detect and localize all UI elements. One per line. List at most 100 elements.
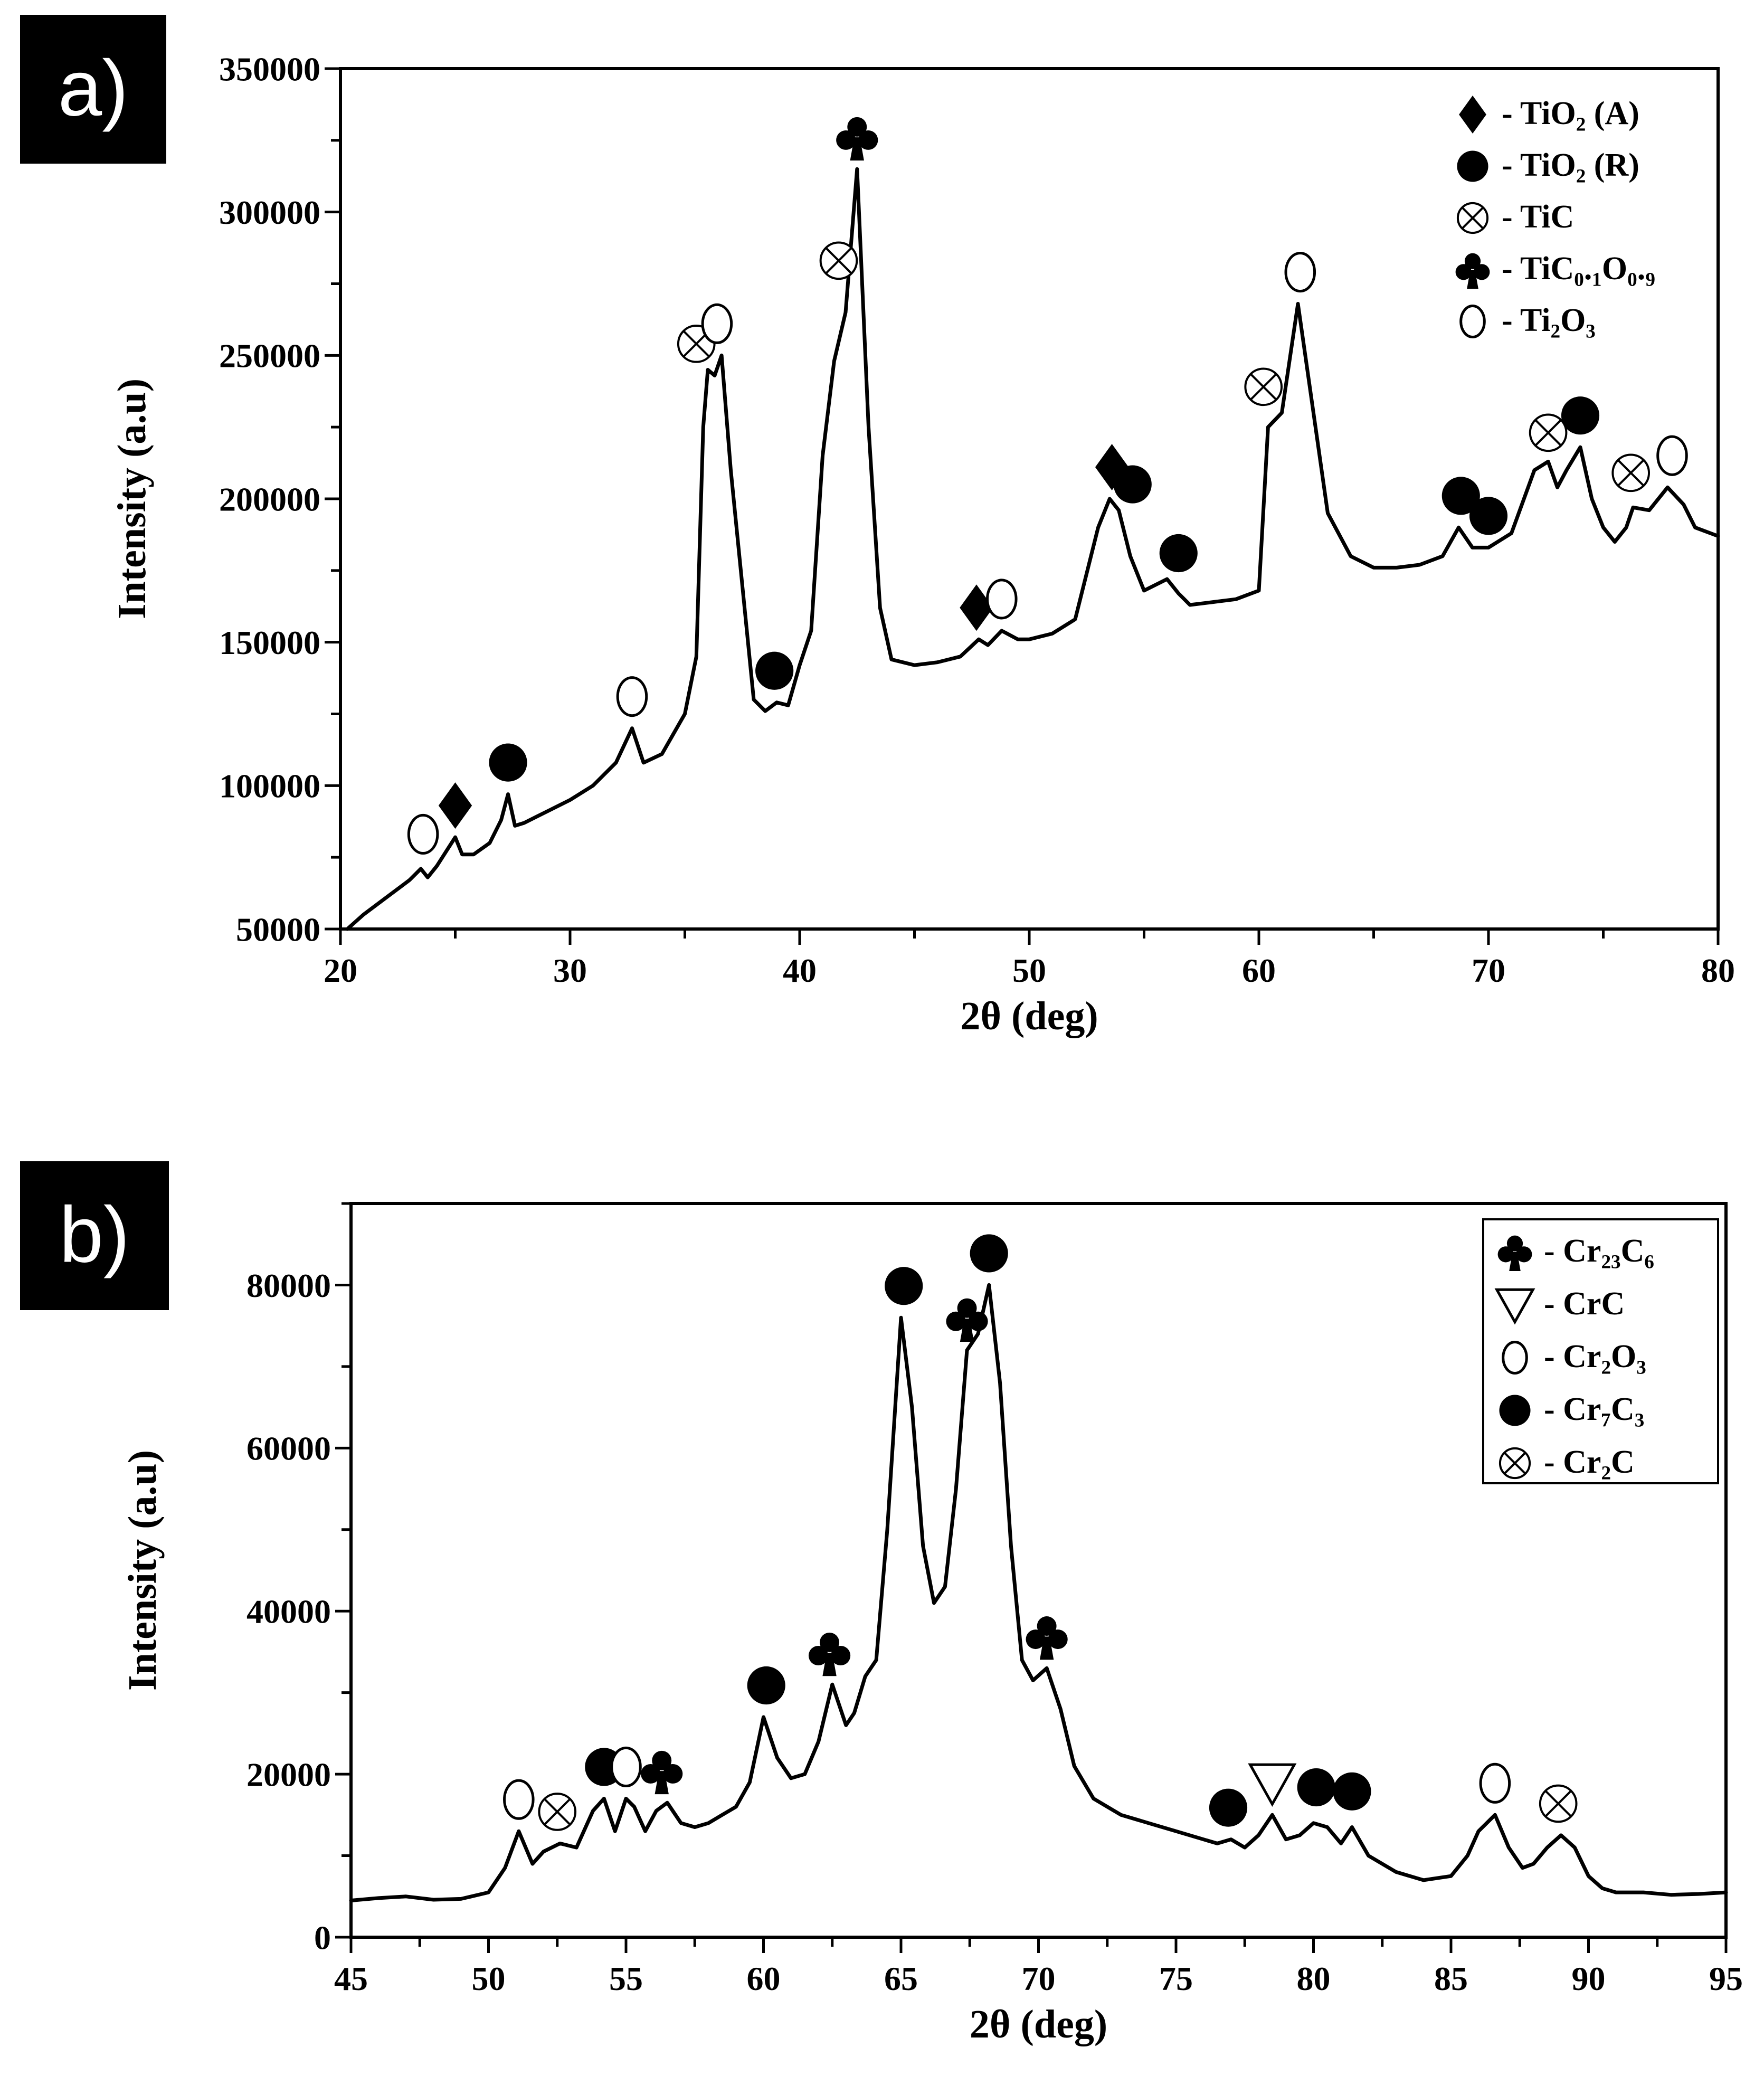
legend-label: - TiC <box>1502 199 1574 235</box>
open-o-marker <box>610 1746 642 1788</box>
x-tick-label: 60 <box>747 1960 781 1997</box>
legend-marker-otimes <box>1499 1447 1531 1480</box>
legend: - TiO₂ (A) - TiO₂ (R) - TiC - TiC₀.₁O₀.₉ - T… <box>1455 96 1655 339</box>
panel-a: 20 30 40 50 60 70 80 50000 100000 150000 200000 250… <box>20 15 1735 1038</box>
panel-label: b) <box>59 1190 129 1279</box>
x-tick-label: 50 <box>1012 952 1046 989</box>
filled-circle-marker <box>1113 465 1152 504</box>
plot-frame <box>339 67 1720 931</box>
peak-marker-otimes <box>1529 413 1568 452</box>
y-tick-label: 100000 <box>219 767 320 805</box>
filled-circle-marker <box>747 1666 785 1705</box>
open-o-marker <box>503 1779 535 1820</box>
legend-label: - Ti₂O₃ <box>1502 302 1596 338</box>
triangle-down-marker <box>1494 1288 1535 1325</box>
open-o-marker <box>1479 1762 1511 1804</box>
club-leaf <box>946 1311 966 1331</box>
club-leaf <box>831 1646 851 1665</box>
peak-marker-otimes <box>538 1793 577 1831</box>
panel-label-box <box>20 15 166 164</box>
filled-circle-marker <box>1297 1768 1335 1807</box>
open-o-marker <box>616 676 648 717</box>
x-tick-label: 20 <box>324 952 357 989</box>
club-stem <box>1039 1636 1054 1660</box>
otimes-cross <box>1503 1452 1526 1475</box>
y-tick-label: 20000 <box>246 1756 331 1794</box>
legend-marker-filled-circle <box>1499 1395 1531 1426</box>
triangle-down-marker <box>1248 1763 1297 1807</box>
filled-circle-marker <box>1561 396 1600 435</box>
x-tick-label: 40 <box>783 952 817 989</box>
y-axis-title: Intensity (a.u) <box>120 1450 165 1691</box>
x-tick-label: 60 <box>1242 952 1276 989</box>
legend-marker-diamond <box>1459 96 1486 134</box>
club-leaf <box>1026 1629 1046 1650</box>
club-leaf <box>808 1646 828 1665</box>
peak-marker-filled-circle <box>1561 396 1600 435</box>
peak-marker-filled-circle <box>1159 534 1198 573</box>
filled-circle-marker <box>1499 1395 1531 1426</box>
y-tick-label: 60000 <box>246 1430 331 1467</box>
club-stem <box>655 1771 669 1795</box>
club-leaf <box>641 1764 661 1784</box>
peak-marker-open-o <box>1284 251 1316 293</box>
legend-label: - CrC <box>1544 1286 1625 1322</box>
club-leaf <box>652 1750 672 1770</box>
filled-circle-marker <box>1333 1772 1371 1811</box>
x-tick-label: 45 <box>334 1960 368 1997</box>
peak-marker-otimes <box>1611 453 1651 492</box>
diamond-marker <box>1459 96 1486 134</box>
otimes-cross <box>1617 459 1645 487</box>
x-tick-label: 85 <box>1434 1960 1468 1997</box>
legend-marker-club <box>1455 253 1490 289</box>
x-tick-label: 30 <box>553 952 587 989</box>
legend-label: - TiC₀.₁O₀.₉ <box>1502 251 1655 287</box>
y-tick-label: 80000 <box>246 1267 331 1304</box>
club-leaf <box>1464 253 1481 269</box>
peak-marker-filled-circle <box>885 1267 923 1305</box>
legend-marker-open-o <box>1459 304 1486 339</box>
club-leaf <box>663 1764 683 1784</box>
club-leaf <box>1474 264 1490 280</box>
y-tick-label: 150000 <box>219 624 320 661</box>
peak-marker-club <box>836 117 878 161</box>
filled-circle-marker <box>1457 150 1488 182</box>
open-o-marker <box>1502 1340 1528 1375</box>
peak-marker-club <box>946 1298 988 1342</box>
club-leaf <box>858 130 878 150</box>
legend-marker-club <box>1497 1235 1532 1271</box>
club-leaf <box>968 1311 988 1331</box>
club-leaf <box>836 130 856 150</box>
peak-marker-club <box>808 1632 851 1676</box>
filled-circle-marker <box>755 651 794 690</box>
club-leaf <box>1048 1629 1068 1650</box>
otimes-cross <box>1461 206 1484 230</box>
legend-marker-otimes <box>1456 202 1489 234</box>
peak-marker-otimes <box>819 241 858 280</box>
y-tick-label: 350000 <box>219 50 320 88</box>
filled-circle-marker <box>489 743 527 782</box>
legend-label: - TiO₂ (A) <box>1502 96 1639 131</box>
legend-label: - Cr₇C₃ <box>1544 1391 1644 1427</box>
legend-label: - Cr₂₃C₆ <box>1544 1233 1654 1269</box>
peak-marker-filled-circle <box>755 651 794 690</box>
peak-marker-filled-circle <box>1297 1768 1335 1807</box>
club-leaf <box>1455 264 1472 280</box>
club-stem <box>1509 1252 1521 1271</box>
peak-marker-club <box>1026 1616 1068 1660</box>
peak-marker-triangle-down <box>1248 1763 1297 1807</box>
series-line <box>345 167 1720 931</box>
y-tick-label: 250000 <box>219 337 320 375</box>
panel-b: 45 50 55 60 65 70 75 80 85 90 95 0 20000 40000 60000 80… <box>20 1161 1743 2046</box>
club-stem <box>960 1319 974 1342</box>
filled-circle-marker <box>1441 477 1480 515</box>
x-axis-title: 2θ (deg) <box>960 994 1098 1038</box>
club-stem <box>1467 270 1478 289</box>
x-tick-label: 90 <box>1572 1960 1606 1997</box>
peak-marker-filled-circle <box>1333 1772 1371 1811</box>
y-tick-label: 300000 <box>219 194 320 231</box>
x-tick-label: 80 <box>1297 1960 1331 1997</box>
x-tick-label: 55 <box>609 1960 643 1997</box>
club-leaf <box>820 1632 840 1652</box>
x-tick-label: 65 <box>884 1960 918 1997</box>
